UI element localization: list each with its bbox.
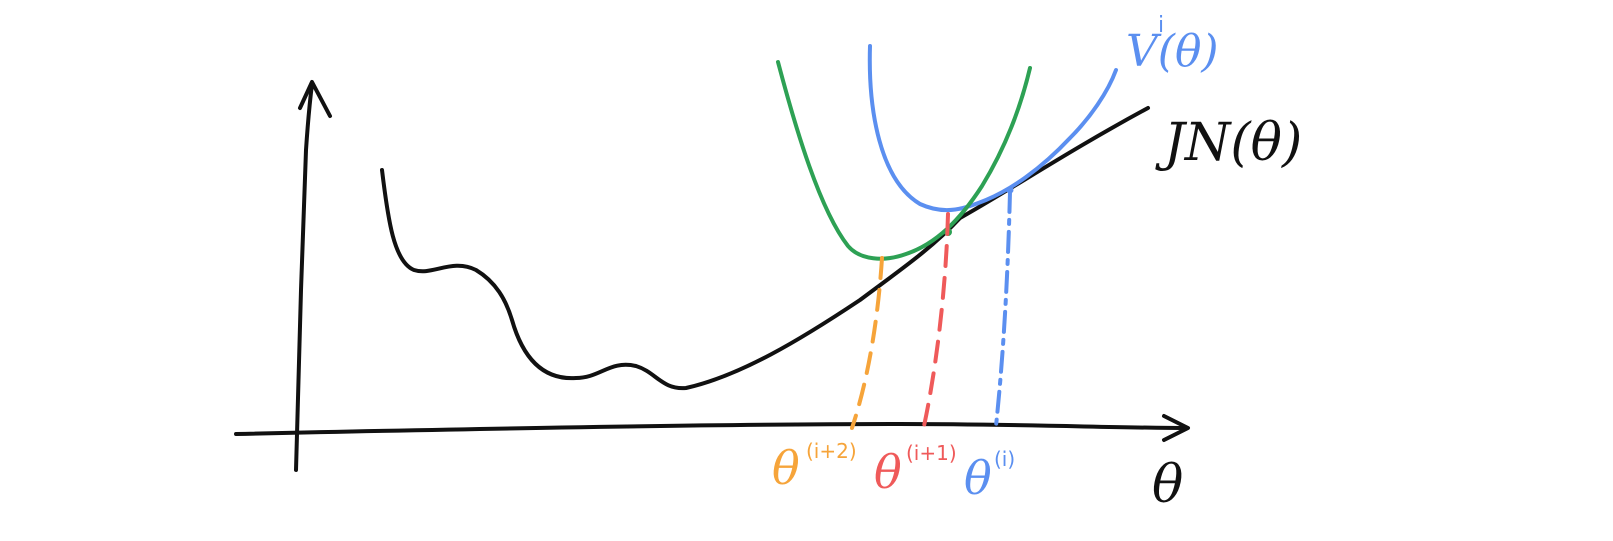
surrogate-label-sup: i (1158, 13, 1164, 38)
y-axis-arrowhead (298, 80, 332, 118)
x-axis (234, 422, 1188, 436)
theta-i-label: θ (i) (964, 447, 1015, 505)
orange-dashed-projection (850, 256, 884, 430)
theta-i1-symbol: θ (874, 445, 902, 499)
surrogate-curve-v-i (867, 44, 1118, 213)
theta-i2-sup: (i+2) (806, 439, 857, 463)
theta-i2-label: θ (i+2) (772, 439, 857, 495)
theta-i-sup: (i) (994, 447, 1015, 471)
axes (234, 80, 1190, 472)
theta-i1-sup: (i+1) (906, 441, 957, 465)
theta-i2-symbol: θ (772, 441, 800, 495)
x-axis-label: θ (1152, 455, 1183, 515)
x-axis-arrowhead (1162, 414, 1190, 442)
y-axis (294, 82, 314, 472)
red-dashed-projection (922, 212, 950, 428)
surrogate-curve-next (776, 60, 1032, 261)
theta-i1-label: θ (i+1) (874, 441, 957, 499)
objective-curve (380, 106, 1150, 391)
surrogate-label: V(θ) (1126, 26, 1219, 77)
blue-dashed-projection (994, 190, 1012, 428)
theta-i-symbol: θ (964, 451, 992, 505)
objective-label: JN(θ) (1155, 113, 1302, 173)
